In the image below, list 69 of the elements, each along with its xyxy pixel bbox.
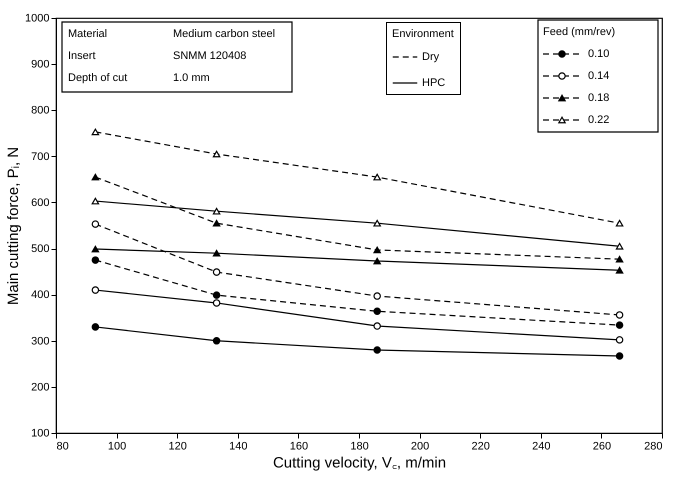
point [373,220,381,227]
y-tick-label: 300 [31,335,50,348]
point [92,128,100,136]
point [92,198,100,204]
point [616,256,624,262]
y-tick-label: 700 [31,150,50,163]
point [212,291,220,299]
point [616,242,624,250]
point [92,256,100,264]
annotation: HPC [422,77,446,89]
y-tick-label: 1000 [25,12,50,24]
point [373,322,381,330]
y-tick-label: 200 [31,381,50,394]
point [616,352,624,360]
point [616,311,624,319]
point [212,299,220,307]
x-tick-label: 160 [290,440,308,452]
annotation: Insert [68,50,96,62]
annotation: Material [68,28,108,40]
annotation: 1.0 mm [173,72,210,84]
annotation: Medium carbon steel [173,28,276,40]
x-tick-label: 100 [108,440,126,452]
point [92,286,100,294]
point [212,150,220,158]
annotation: Dry [422,51,440,63]
legend-label: 0.10 [588,48,610,60]
point [373,258,381,264]
x-tick-label: 180 [350,440,369,452]
annotation: SNMM 120408 [173,50,246,62]
point [92,323,100,331]
point [212,208,220,215]
point [373,346,381,354]
y-tick-label: 600 [31,196,50,209]
annotation: Environment [392,28,454,40]
x-tick-label: 120 [168,440,187,452]
point [616,336,624,344]
point [212,337,220,345]
y-tick-label: 500 [31,243,50,256]
point [616,266,624,274]
point [616,220,624,227]
x-tick-label: 220 [472,440,490,452]
y-tick-label: 800 [31,104,50,117]
legend-label: 0.18 [588,92,610,104]
x-tick-label: 140 [229,440,248,452]
legend-title: Feed (mm/rev) [543,26,616,38]
legend-label: 0.14 [588,70,610,82]
x-tick-label: 240 [532,440,550,452]
x-axis-title: Cutting velocity, V꜀, m/min [272,454,446,472]
point [373,292,381,300]
point [92,174,100,180]
point [373,308,381,316]
x-tick-label: 260 [592,440,612,452]
point [212,250,220,257]
point [373,174,381,180]
y-tick-label: 100 [31,428,50,440]
point [92,220,100,228]
point [373,246,381,254]
annotation: Depth of cut [68,72,128,84]
x-tick-label: 280 [644,440,662,452]
point [616,321,624,329]
point [212,220,220,227]
point [92,246,100,252]
y-tick-label: 900 [31,58,50,71]
y-axis-title: Main cutting force, Pᵢ, N [5,146,22,306]
x-tick-label: 80 [56,440,69,452]
legend-label: 0.22 [588,114,610,126]
y-tick-label: 400 [31,289,50,302]
x-tick-label: 200 [410,440,430,452]
point [212,268,220,276]
